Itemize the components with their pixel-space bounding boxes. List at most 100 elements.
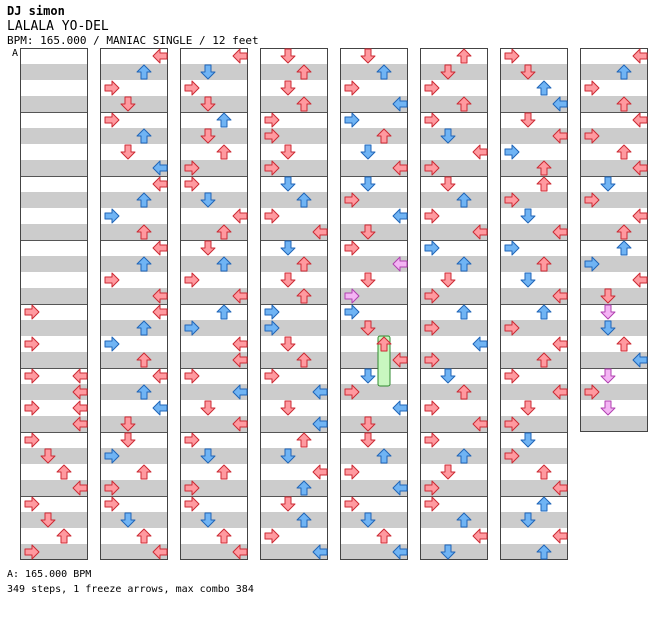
beat-stripe	[20, 320, 88, 336]
down-arrow-icon	[280, 240, 296, 256]
down-arrow-icon	[280, 272, 296, 288]
right-arrow-icon	[472, 416, 488, 432]
left-arrow-icon	[24, 336, 40, 352]
left-arrow-icon	[24, 544, 40, 560]
beat-stripe	[260, 416, 328, 432]
column-border	[180, 48, 248, 560]
step-chart	[20, 48, 648, 560]
left-arrow-icon	[104, 336, 120, 352]
right-arrow-icon	[152, 240, 168, 256]
down-arrow-icon	[360, 144, 376, 160]
right-arrow-icon	[552, 128, 568, 144]
down-arrow-icon	[40, 512, 56, 528]
right-arrow-icon	[472, 528, 488, 544]
up-arrow-icon	[616, 64, 632, 80]
beat-stripe	[180, 224, 248, 240]
song-title: LALALA YO-DEL	[7, 19, 109, 34]
right-arrow-icon	[472, 224, 488, 240]
chart-column	[180, 48, 248, 560]
beat-stripe	[500, 416, 568, 432]
left-arrow-icon	[264, 208, 280, 224]
left-arrow-icon	[104, 496, 120, 512]
up-arrow-icon	[456, 512, 472, 528]
up-arrow-icon	[456, 304, 472, 320]
beat-stripe	[420, 320, 488, 336]
right-arrow-icon	[72, 368, 88, 384]
beat-stripe	[420, 192, 488, 208]
beat-stripe	[580, 416, 648, 432]
beat-stripe	[180, 352, 248, 368]
beat-stripe	[100, 128, 168, 144]
beat-stripe	[420, 384, 488, 400]
left-arrow-icon	[344, 304, 360, 320]
column-border	[420, 48, 488, 560]
left-arrow-icon	[24, 432, 40, 448]
beat-stripe	[340, 64, 408, 80]
beat-stripe	[500, 128, 568, 144]
right-arrow-icon	[552, 336, 568, 352]
beat-stripe	[260, 544, 328, 560]
beat-stripe	[100, 288, 168, 304]
beat-stripe	[580, 352, 648, 368]
beat-stripe	[340, 288, 408, 304]
right-arrow-icon	[232, 544, 248, 560]
beat-stripe	[340, 96, 408, 112]
beat-stripe	[260, 352, 328, 368]
beat-stripe	[260, 64, 328, 80]
down-arrow-icon	[280, 336, 296, 352]
left-arrow-icon	[344, 384, 360, 400]
left-arrow-icon	[24, 368, 40, 384]
up-arrow-icon	[616, 336, 632, 352]
right-arrow-icon	[232, 48, 248, 64]
left-arrow-icon	[424, 208, 440, 224]
beat-stripe	[20, 160, 88, 176]
left-arrow-icon	[24, 400, 40, 416]
beat-stripe	[340, 192, 408, 208]
down-arrow-icon	[520, 112, 536, 128]
left-arrow-icon	[504, 48, 520, 64]
up-arrow-icon	[216, 304, 232, 320]
right-arrow-icon	[472, 336, 488, 352]
up-arrow-icon	[376, 64, 392, 80]
right-arrow-icon	[312, 224, 328, 240]
beat-stripe	[20, 96, 88, 112]
up-arrow-icon	[216, 112, 232, 128]
beat-stripe	[100, 448, 168, 464]
down-arrow-icon	[200, 240, 216, 256]
left-arrow-icon	[424, 160, 440, 176]
up-arrow-icon	[536, 352, 552, 368]
beat-stripe	[580, 96, 648, 112]
beat-stripe	[20, 544, 88, 560]
left-arrow-icon	[104, 80, 120, 96]
beat-stripe	[420, 512, 488, 528]
up-arrow-icon	[136, 352, 152, 368]
left-arrow-icon	[584, 192, 600, 208]
beat-stripe	[340, 160, 408, 176]
up-arrow-icon	[296, 432, 312, 448]
beat-stripe	[100, 160, 168, 176]
left-arrow-icon	[344, 496, 360, 512]
beat-stripe	[500, 288, 568, 304]
beat-stripe	[500, 256, 568, 272]
up-arrow-icon	[536, 160, 552, 176]
right-arrow-icon	[552, 528, 568, 544]
right-arrow-icon	[552, 224, 568, 240]
beat-stripe	[500, 192, 568, 208]
down-arrow-icon	[520, 64, 536, 80]
right-arrow-icon	[152, 400, 168, 416]
left-arrow-icon	[264, 128, 280, 144]
left-arrow-icon	[504, 416, 520, 432]
beat-stripe	[100, 64, 168, 80]
left-arrow-icon	[344, 288, 360, 304]
left-arrow-icon	[264, 528, 280, 544]
left-arrow-icon	[424, 496, 440, 512]
beat-stripe	[420, 160, 488, 176]
right-arrow-icon	[152, 160, 168, 176]
up-arrow-icon	[136, 224, 152, 240]
up-arrow-icon	[136, 128, 152, 144]
beat-stripe	[260, 288, 328, 304]
beat-stripe	[100, 192, 168, 208]
column-border	[100, 48, 168, 560]
down-arrow-icon	[40, 448, 56, 464]
beat-stripe	[20, 224, 88, 240]
